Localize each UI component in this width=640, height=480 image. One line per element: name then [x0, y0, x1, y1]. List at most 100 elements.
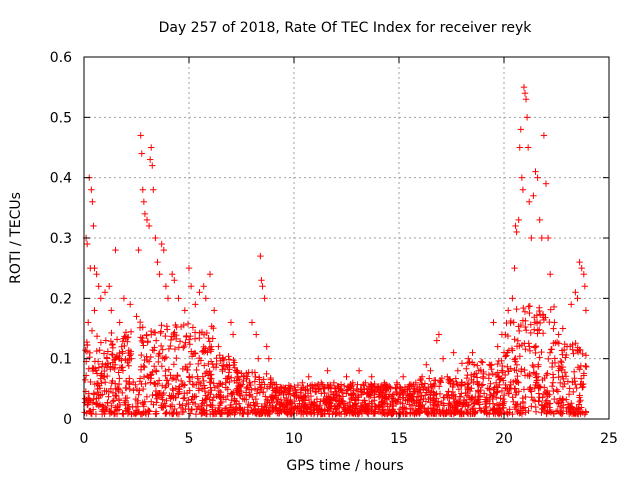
data-point [151, 329, 159, 336]
data-point [341, 410, 349, 418]
data-point [489, 395, 496, 403]
data-point [421, 380, 429, 387]
data-point [208, 387, 215, 394]
data-point [203, 368, 210, 376]
data-point [181, 342, 188, 350]
data-point-peak [324, 367, 331, 374]
data-point-peak [211, 307, 218, 314]
data-point [519, 394, 526, 402]
data-point [158, 363, 166, 370]
data-point [579, 350, 586, 358]
data-point [575, 405, 583, 412]
data-point-peak [292, 391, 300, 399]
data-point-peak [582, 307, 590, 314]
data-point-peak [435, 331, 443, 338]
data-point-peak [538, 234, 545, 242]
data-point-peak [200, 283, 207, 290]
data-point [561, 369, 569, 376]
data-point [165, 380, 172, 388]
data-point-peak [116, 319, 123, 326]
data-point [212, 408, 219, 415]
data-point [257, 383, 264, 391]
data-point [283, 394, 290, 402]
data-point [103, 364, 111, 371]
data-point [101, 410, 108, 418]
data-point [549, 371, 557, 378]
data-point [187, 410, 194, 417]
data-point [159, 346, 166, 353]
data-point [511, 336, 518, 343]
data-point [428, 383, 435, 391]
data-point [215, 404, 222, 412]
data-point-peak [127, 301, 134, 308]
x-tick-label: 0 [80, 431, 89, 447]
data-point [204, 372, 212, 379]
data-point [200, 331, 208, 338]
data-point [485, 375, 493, 382]
data-point [539, 394, 546, 401]
data-point-peak [91, 307, 98, 314]
data-point-peak [286, 385, 293, 393]
data-point [338, 398, 346, 405]
data-point [208, 346, 215, 353]
data-point [254, 386, 262, 394]
data-point [561, 380, 568, 388]
data-point [483, 403, 490, 410]
data-point-peak [568, 301, 575, 308]
data-point [389, 407, 397, 415]
data-point [351, 405, 359, 413]
data-point-peak [540, 132, 548, 139]
data-point [420, 384, 428, 391]
data-point [462, 403, 469, 410]
data-point [135, 391, 142, 398]
data-point [152, 410, 159, 418]
data-point-peak [140, 198, 148, 205]
data-point [267, 374, 274, 382]
data-point [286, 410, 294, 418]
data-point-peak [108, 307, 115, 314]
data-point [190, 394, 198, 401]
data-point [364, 405, 372, 413]
data-point [207, 410, 214, 418]
data-point [456, 408, 464, 416]
data-point [531, 319, 539, 326]
data-point [465, 401, 473, 408]
data-point [248, 407, 255, 414]
data-point [415, 398, 423, 406]
data-point [239, 406, 246, 414]
data-point [404, 397, 411, 404]
data-point-peak [259, 283, 266, 290]
data-point [216, 408, 224, 416]
data-point [176, 401, 183, 408]
data-point [536, 354, 543, 361]
data-point [444, 391, 452, 398]
data-point [317, 398, 324, 405]
data-point [96, 385, 104, 392]
data-point [539, 311, 547, 319]
data-point [121, 399, 128, 406]
data-point [335, 403, 343, 411]
data-point [156, 350, 163, 357]
data-point [506, 384, 514, 392]
data-point [576, 394, 583, 401]
data-point [440, 409, 447, 417]
data-point [443, 410, 450, 418]
data-point [363, 385, 371, 393]
data-point [211, 384, 219, 391]
data-point-peak [120, 295, 128, 302]
data-point-peak [133, 313, 140, 320]
data-point [93, 400, 100, 407]
data-point [199, 373, 206, 380]
data-point [148, 398, 155, 405]
data-point [569, 379, 576, 386]
data-point [522, 393, 529, 401]
data-point [535, 398, 542, 405]
data-point [195, 379, 203, 386]
data-point [150, 363, 158, 370]
data-point [492, 379, 500, 386]
data-point [516, 327, 523, 335]
data-point [488, 366, 495, 373]
data-point [545, 355, 552, 363]
data-point [83, 338, 91, 346]
